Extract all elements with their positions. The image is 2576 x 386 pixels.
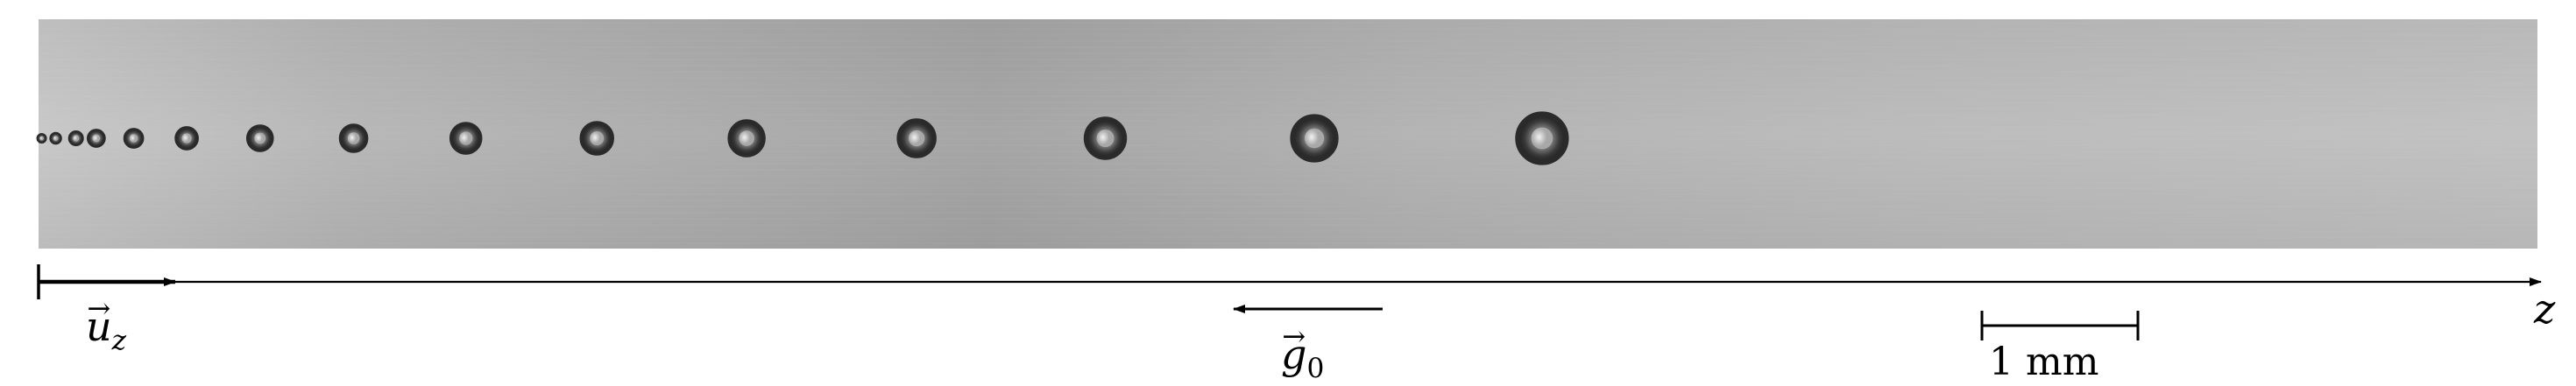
scale-bar (1980, 311, 2140, 340)
bubble (67, 130, 84, 147)
bubble (449, 122, 483, 155)
bubble (1515, 111, 1569, 165)
bubble-row (36, 111, 1569, 165)
bubble (245, 124, 274, 152)
bubble (36, 133, 47, 144)
bubble (727, 119, 766, 158)
bubble (174, 126, 199, 151)
gravity-vector-label: → g0 (1281, 319, 1325, 384)
unit-vector-label: → uz (86, 291, 127, 356)
scale-bar-label: 1 mm (1989, 340, 2099, 384)
bubble (338, 123, 369, 153)
bubble (1290, 114, 1339, 163)
bubble (123, 128, 145, 149)
bubble (896, 118, 937, 158)
bubble (49, 131, 62, 145)
bubble (86, 129, 106, 148)
bubble (1083, 116, 1128, 160)
bubble (579, 121, 614, 156)
z-axis-label: z (2534, 285, 2556, 333)
